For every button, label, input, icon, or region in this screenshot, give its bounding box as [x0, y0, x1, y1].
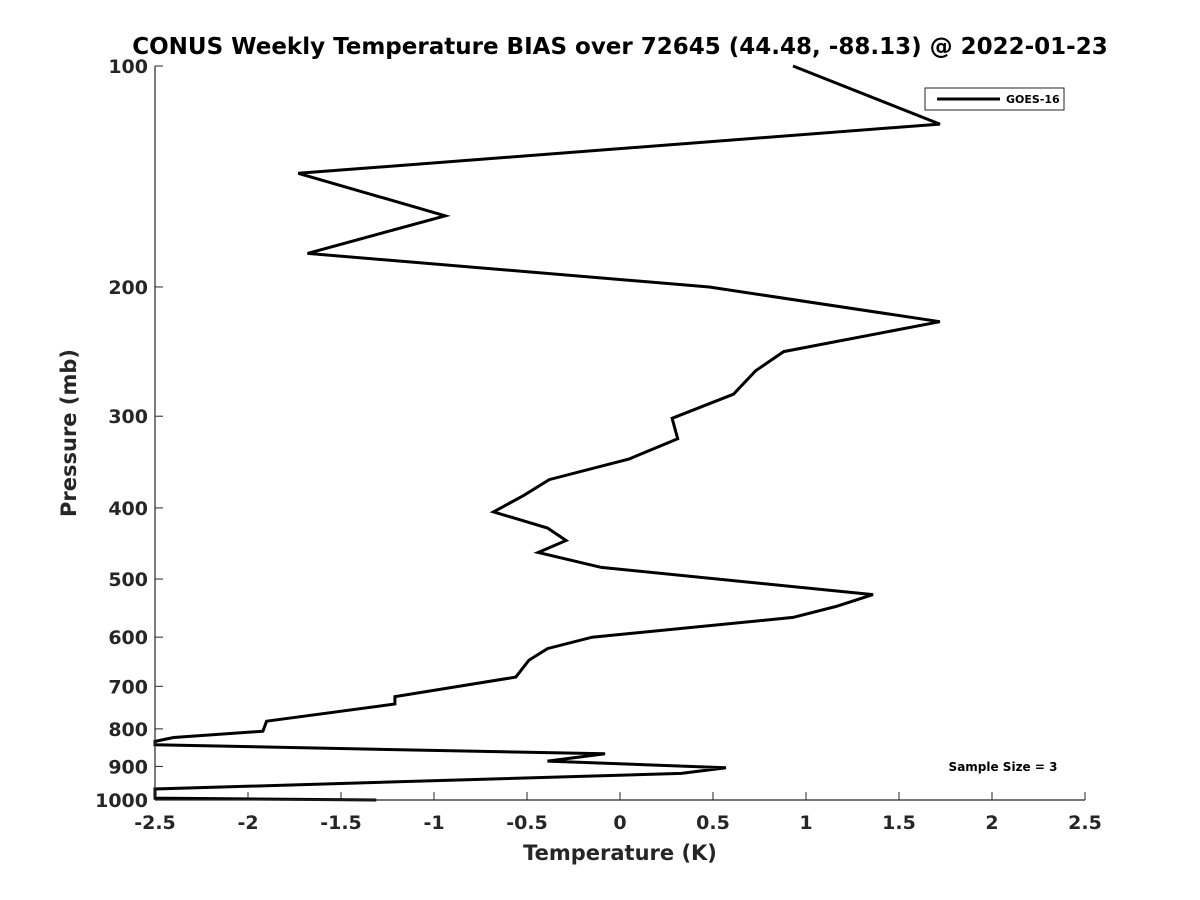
- y-tick-label: 1000: [95, 790, 148, 812]
- x-tick-label: -0.5: [506, 812, 548, 834]
- y-tick-label: 900: [108, 756, 148, 778]
- x-tick-label: 0: [613, 812, 626, 834]
- y-axis-label: Pressure (mb): [57, 349, 81, 517]
- legend-label-goes-16: GOES-16: [1006, 93, 1060, 106]
- x-tick-label: 0.5: [696, 812, 730, 834]
- y-tick-label: 200: [108, 277, 148, 299]
- series-line-goes-16: [153, 64, 941, 802]
- x-axis: -2.5 -2 -1.5 -1 -0.5 0 0.5 1 1.5 2 2.5: [134, 792, 1102, 834]
- y-axis: 100 200 300 400 500 600 700 800 900 1000: [95, 56, 163, 812]
- x-tick-label: -2: [237, 812, 258, 834]
- y-tick-label: 600: [108, 627, 148, 649]
- y-tick-label: 100: [108, 56, 148, 78]
- series-layer: [153, 64, 941, 802]
- x-tick-label: 1: [799, 812, 812, 834]
- y-tick-label: 500: [108, 569, 148, 591]
- x-axis-label: Temperature (K): [523, 841, 717, 865]
- x-tick-label: -1.5: [320, 812, 362, 834]
- chart-title: CONUS Weekly Temperature BIAS over 72645…: [132, 34, 1107, 60]
- sample-size-annotation: Sample Size = 3: [949, 760, 1058, 774]
- x-tick-label: 2.5: [1068, 812, 1102, 834]
- y-tick-label: 800: [108, 719, 148, 741]
- x-tick-label: -1: [423, 812, 444, 834]
- legend: GOES-16: [924, 87, 1065, 111]
- y-tick-label: 400: [108, 498, 148, 520]
- x-tick-label: 1.5: [882, 812, 916, 834]
- y-tick-label: 300: [108, 406, 148, 428]
- x-tick-label: -2.5: [134, 812, 176, 834]
- y-tick-label: 700: [108, 676, 148, 698]
- x-tick-label: 2: [985, 812, 998, 834]
